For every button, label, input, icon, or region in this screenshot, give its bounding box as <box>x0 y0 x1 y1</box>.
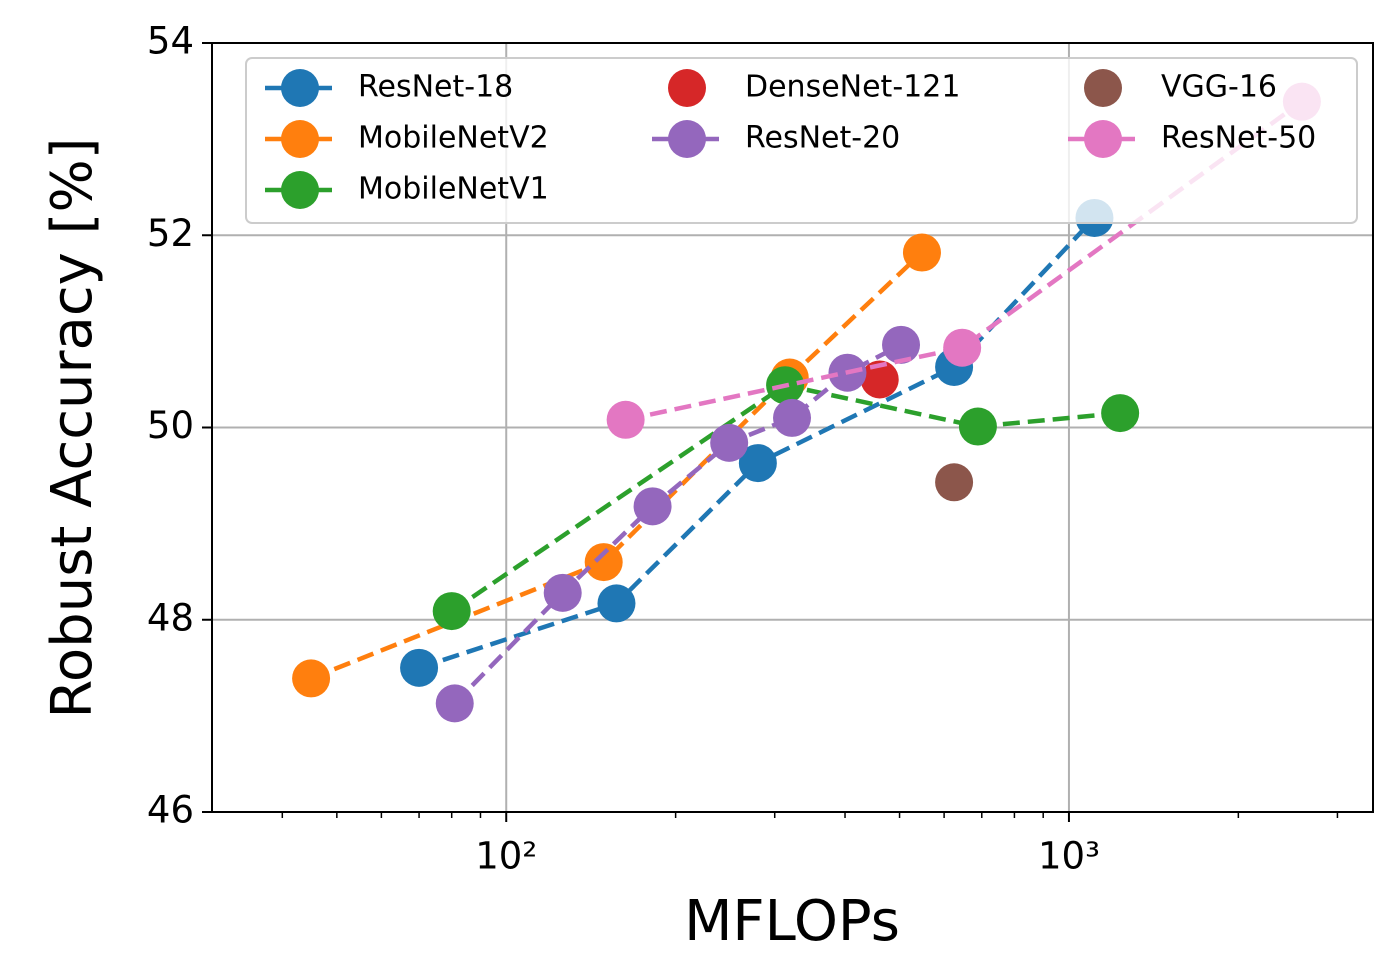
y-axis-label: Robust Accuracy [%] <box>40 138 105 719</box>
marker <box>710 423 749 462</box>
x-tick-label: 10³ <box>1038 835 1100 878</box>
legend-frame <box>245 57 1358 224</box>
legend-marker <box>668 69 706 107</box>
marker <box>435 684 474 723</box>
marker <box>902 233 941 272</box>
series-line <box>418 216 1097 670</box>
series-line <box>625 99 1304 423</box>
legend-label: MobileNetV2 <box>358 121 549 156</box>
marker <box>943 328 982 367</box>
legend-label: ResNet-20 <box>745 121 900 156</box>
legend-marker <box>281 171 319 209</box>
legend-label: ResNet-18 <box>358 70 513 105</box>
plot-frame <box>211 42 1374 813</box>
legend-marker <box>281 120 319 158</box>
marker <box>597 584 636 623</box>
marker <box>738 444 777 483</box>
series-line <box>453 342 903 705</box>
legend-label: VGG-16 <box>1161 70 1277 105</box>
y-tick-label: 50 <box>147 404 194 447</box>
legend-marker <box>668 120 706 158</box>
y-tick-label: 46 <box>147 789 194 832</box>
legend-label: MobileNetV1 <box>358 172 549 207</box>
marker <box>958 407 997 446</box>
x-axis-label: MFLOPs <box>684 889 900 954</box>
legend: ResNet-18 MobileNetV2 MobileNetV1 DenseNet-… <box>245 57 1358 224</box>
marker <box>882 325 921 364</box>
y-tick-label: 52 <box>147 212 194 255</box>
legend-marker <box>281 69 319 107</box>
legend-label: ResNet-50 <box>1161 121 1316 156</box>
x-tick-label: 10² <box>475 835 537 878</box>
y-tick-label: 48 <box>147 596 194 639</box>
marker <box>606 400 645 439</box>
marker <box>432 592 471 631</box>
marker <box>400 648 439 687</box>
legend-marker <box>1084 69 1122 107</box>
y-tick-label: 54 <box>147 20 194 63</box>
marker <box>584 543 623 582</box>
legend-label: DenseNet-121 <box>745 70 960 105</box>
marker <box>1101 394 1140 433</box>
marker <box>773 398 812 437</box>
marker <box>292 659 331 698</box>
legend-marker <box>1084 120 1122 158</box>
marker <box>860 360 899 399</box>
marker <box>935 463 974 502</box>
marker <box>543 573 582 612</box>
series-line <box>450 382 1121 613</box>
marker <box>633 487 672 526</box>
